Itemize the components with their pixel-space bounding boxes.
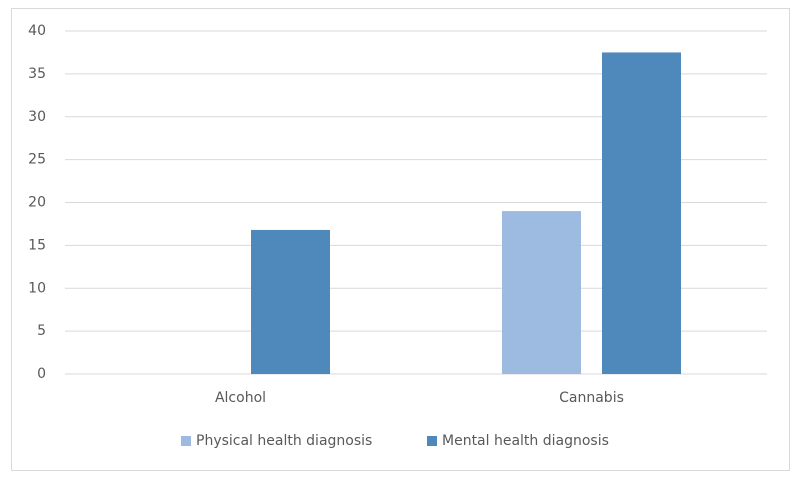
legend-label: Physical health diagnosis: [196, 433, 372, 449]
bar: [502, 211, 581, 374]
bar: [602, 52, 681, 374]
legend-swatch: [427, 436, 437, 446]
y-tick-label: 0: [37, 366, 46, 382]
y-tick-label: 20: [28, 195, 46, 211]
y-tick-label: 30: [28, 109, 46, 125]
y-tick-label: 40: [28, 23, 46, 39]
x-tick-label: Cannabis: [559, 390, 624, 406]
bar: [251, 229, 330, 374]
y-tick-label: 35: [28, 66, 46, 82]
y-tick-label: 10: [28, 280, 46, 296]
y-tick-label: 15: [28, 237, 46, 253]
y-tick-label: 25: [28, 152, 46, 168]
legend-swatch: [181, 436, 191, 446]
x-tick-label: Alcohol: [215, 390, 266, 406]
legend-label: Mental health diagnosis: [442, 433, 609, 449]
y-tick-label: 5: [37, 323, 46, 339]
